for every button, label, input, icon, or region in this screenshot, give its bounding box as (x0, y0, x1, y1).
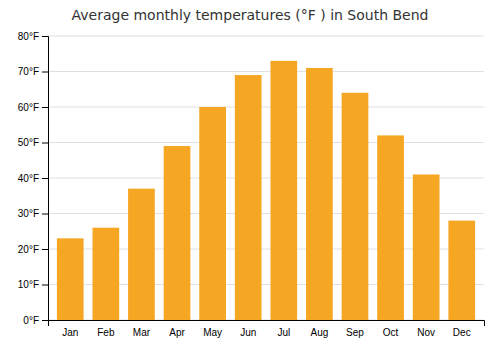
y-tick-label: 70°F (18, 66, 39, 77)
y-tick-mark (42, 72, 48, 73)
y-tick-mark (42, 143, 48, 144)
x-tick-label: Oct (383, 327, 399, 338)
y-tick: 70°F (18, 66, 48, 77)
bar (92, 228, 119, 320)
y-tick-mark (42, 107, 48, 108)
x-tick: Mar (133, 327, 151, 338)
y-tick-label: 0°F (23, 315, 39, 326)
x-tick: Jun (240, 327, 256, 338)
y-tick-label: 10°F (18, 279, 39, 290)
y-tick-mark (42, 214, 48, 215)
title: Average monthly temperatures (°F ) in So… (72, 7, 429, 23)
x-tick-label: Apr (169, 327, 185, 338)
x-tick-label: Mar (133, 327, 151, 338)
grid-line (48, 71, 484, 72)
x-tick-label: Feb (97, 327, 115, 338)
y-tick-label: 50°F (18, 137, 39, 148)
x-tick: Jul (277, 327, 290, 338)
bar (199, 107, 226, 320)
x-tick-label: Dec (453, 327, 471, 338)
bar (448, 221, 475, 320)
grid (48, 36, 484, 320)
y-tick-mark (42, 36, 48, 37)
x-tick-label: Jan (62, 327, 78, 338)
x-tick-label: Aug (310, 327, 328, 338)
y-tick-label: 60°F (18, 102, 39, 113)
grid-line (48, 36, 484, 37)
x-axis: Jan Feb Mar Apr May Jun Jul Aug Sep Oct Nov Dec (49, 321, 485, 339)
bar (342, 93, 369, 320)
x-tick: Feb (97, 327, 115, 338)
bars (57, 61, 475, 320)
y-tick-mark (42, 178, 48, 179)
y-tick: 10°F (18, 279, 48, 290)
y-axis: 0°F 10°F 20°F 30°F 40°F 50°F 60°F 70°F 80°F (18, 31, 49, 326)
x-tick-label: Jul (277, 327, 290, 338)
y-tick: 40°F (18, 173, 48, 184)
x-tick: Oct (383, 327, 399, 338)
x-tick: Aug (310, 327, 328, 338)
bar (128, 189, 155, 320)
grid-line (48, 142, 484, 143)
x-tick-label: May (203, 327, 222, 338)
bar (413, 174, 440, 320)
plot: 0°F 10°F 20°F 30°F 40°F 50°F 60°F 70°F 80°F Jan Fe… (18, 31, 485, 338)
y-tick: 30°F (18, 208, 48, 219)
x-axis-line (49, 321, 485, 327)
bar (377, 135, 404, 320)
x-tick: Dec (453, 327, 471, 338)
x-tick: Nov (417, 327, 435, 338)
chart: 0°F 10°F 20°F 30°F 40°F 50°F 60°F 70°F 80°F Jan Fe… (0, 0, 500, 350)
x-tick: Sep (346, 327, 364, 338)
y-tick-label: 20°F (18, 244, 39, 255)
bar (270, 61, 297, 320)
bar (306, 68, 333, 320)
y-tick-mark (42, 320, 48, 321)
x-tick-label: Sep (346, 327, 364, 338)
y-tick-mark (42, 249, 48, 250)
grid-line (48, 107, 484, 108)
y-tick-label: 30°F (18, 208, 39, 219)
x-tick-label: Nov (417, 327, 435, 338)
y-tick: 0°F (23, 315, 48, 326)
x-tick: Jan (62, 327, 78, 338)
y-axis-line (42, 37, 49, 321)
bar (235, 75, 262, 320)
y-tick: 50°F (18, 137, 48, 148)
y-tick: 80°F (18, 31, 48, 42)
bar (57, 238, 84, 320)
y-tick: 60°F (18, 102, 48, 113)
y-tick: 20°F (18, 244, 48, 255)
y-tick-mark (42, 285, 48, 286)
y-tick-label: 80°F (18, 31, 39, 42)
x-tick: Apr (169, 327, 185, 338)
bar (164, 146, 191, 320)
x-tick-label: Jun (240, 327, 256, 338)
x-tick: May (203, 327, 222, 338)
y-tick-label: 40°F (18, 173, 39, 184)
